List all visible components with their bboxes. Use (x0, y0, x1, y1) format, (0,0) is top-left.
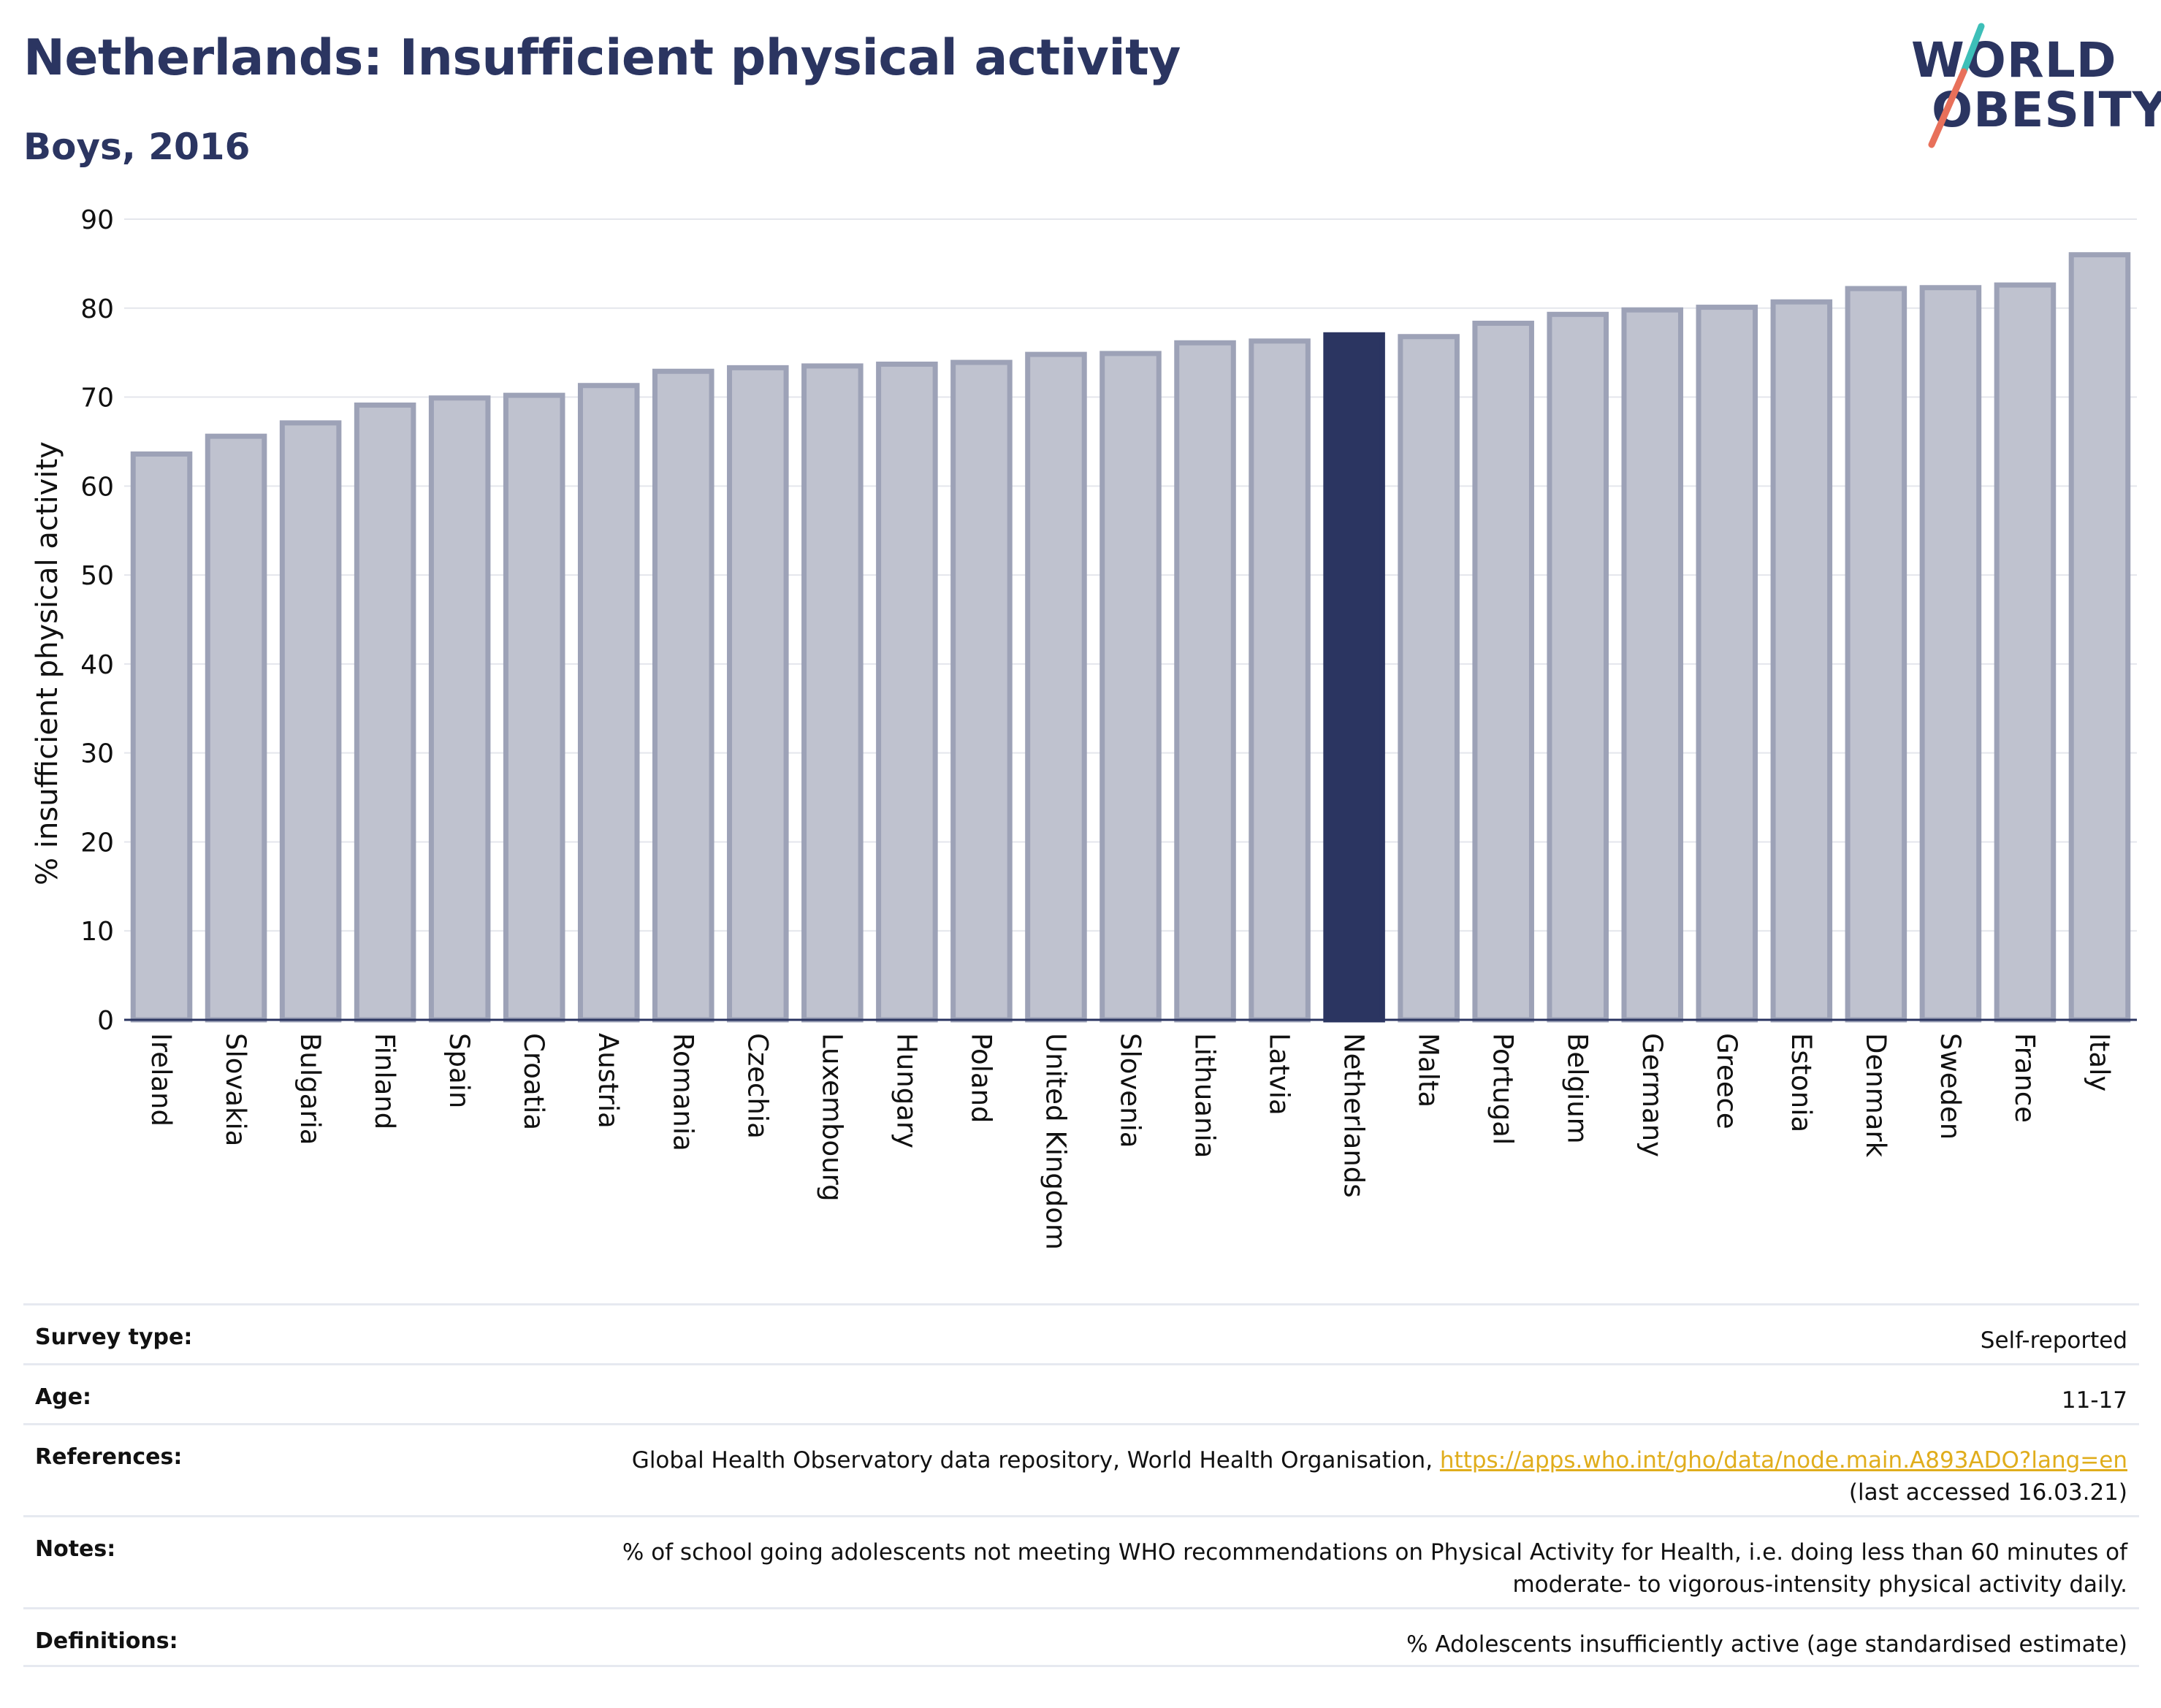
age-value: 11-17 (2061, 1387, 2127, 1414)
x-tick-label: Slovenia (1115, 1033, 1146, 1148)
bar-bulgaria (279, 420, 342, 1023)
bar-netherlands (1323, 332, 1385, 1023)
bar-denmark (1845, 286, 1907, 1023)
survey-type-label: Survey type: (35, 1324, 193, 1350)
references-value: Global Health Observatory data repositor… (632, 1444, 2127, 1509)
bar-ireland (130, 451, 193, 1023)
y-tick-label: 90 (80, 205, 114, 235)
x-tick-label: Sweden (1935, 1033, 1966, 1140)
x-tick-label: Finland (369, 1033, 400, 1129)
definitions-label: Definitions: (35, 1628, 178, 1654)
x-tick-label: Ireland (145, 1033, 177, 1126)
x-tick-label: Bulgaria (294, 1033, 326, 1145)
x-tick-label: Latvia (1264, 1033, 1295, 1116)
bar-croatia (503, 392, 565, 1023)
x-tick-label: Netherlands (1338, 1033, 1370, 1198)
bar-lithuania (1174, 340, 1236, 1023)
y-tick-label: 10 (80, 917, 114, 947)
bar-estonia (1770, 299, 1833, 1023)
notes-value: % of school going adolescents not meetin… (622, 1536, 2127, 1601)
info-row-notes: Notes: % of school going adolescents not… (23, 1515, 2139, 1607)
logo-text-world: WORLD (1911, 32, 2117, 88)
bar-greece (1696, 305, 1758, 1023)
y-tick-label: 70 (80, 384, 114, 413)
page-subtitle: Boys, 2016 (23, 126, 251, 168)
x-tick-label: Luxembourg (816, 1033, 847, 1202)
x-tick-label: Greece (1711, 1033, 1742, 1129)
y-tick-label: 20 (80, 828, 114, 858)
references-accessed: (last accessed 16.03.21) (1848, 1479, 2127, 1506)
bar-luxembourg (801, 363, 864, 1023)
bar-malta (1398, 334, 1460, 1023)
bar-hungary (876, 361, 938, 1023)
x-tick-label: United Kingdom (1040, 1033, 1071, 1250)
y-tick-label: 40 (80, 650, 114, 680)
info-row-references: References: Global Health Observatory da… (23, 1423, 2139, 1515)
x-tick-label: Lithuania (1189, 1033, 1221, 1158)
x-tick-label: Portugal (1487, 1033, 1519, 1145)
references-link[interactable]: https://apps.who.int/gho/data/node.main.… (1439, 1447, 2127, 1473)
bar-czechia (727, 365, 789, 1023)
references-text: Global Health Observatory data repositor… (631, 1447, 1440, 1473)
logo-slash-icon (1928, 23, 1985, 148)
x-tick-label: Estonia (1785, 1033, 1817, 1132)
y-tick-label: 50 (80, 561, 114, 591)
y-tick-label: 80 (80, 294, 114, 324)
x-tick-label: Hungary (891, 1033, 922, 1148)
bar-finland (354, 403, 416, 1023)
y-tick-label: 0 (97, 1006, 114, 1036)
y-axis-label: % insufficient physical activity (31, 441, 64, 885)
bar-poland (950, 359, 1013, 1023)
bar-united-kingdom (1025, 351, 1087, 1023)
info-row-definitions: Definitions: % Adolescents insufficientl… (23, 1607, 2139, 1667)
x-tick-label: Spain (443, 1033, 475, 1108)
notes-line-1: % of school going adolescents not meetin… (622, 1539, 2127, 1566)
page-title: Netherlands: Insufficient physical activ… (23, 29, 1181, 87)
bars-layer (130, 252, 2131, 1023)
x-tick-label: Poland (965, 1033, 996, 1124)
bar-portugal (1472, 320, 1534, 1023)
bar-romania (652, 368, 714, 1023)
bar-slovakia (205, 433, 267, 1023)
world-obesity-logo: WORLD OBESITY (1892, 20, 2161, 159)
bar-germany (1621, 307, 1684, 1023)
info-row-survey-type: Survey type: Self-reported (23, 1303, 2139, 1363)
info-row-age: Age: 11-17 (23, 1363, 2139, 1423)
definitions-value: % Adolescents insufficiently active (age… (1406, 1631, 2127, 1658)
x-tick-label: Romania (667, 1033, 698, 1151)
references-label: References: (35, 1444, 183, 1470)
bar-latvia (1249, 338, 1311, 1023)
x-tick-label: Croatia (518, 1033, 549, 1130)
survey-type-value: Self-reported (1980, 1327, 2127, 1354)
bar-france (1994, 282, 2057, 1023)
bar-austria (577, 383, 640, 1023)
y-tick-label: 60 (80, 472, 114, 502)
x-tick-label: Slovakia (220, 1033, 251, 1146)
x-tick-label: Austria (592, 1033, 624, 1129)
x-tick-label: Italy (2084, 1033, 2115, 1091)
notes-label: Notes: (35, 1536, 116, 1562)
x-tick-label: Czechia (742, 1033, 773, 1139)
x-tick-label: Germany (1636, 1033, 1668, 1157)
logo-slash-teal (1960, 23, 1985, 75)
info-table: Survey type: Self-reported Age: 11-17 Re… (23, 1303, 2139, 1667)
bar-sweden (1919, 285, 1982, 1023)
bar-chart: 0 10 20 30 40 50 60 70 80 90 Ireland Slovakia Bulgar… (31, 205, 2137, 1250)
age-label: Age: (35, 1384, 92, 1410)
bar-slovenia (1099, 351, 1162, 1023)
y-tick-label: 30 (80, 739, 114, 769)
logo-slash-coral (1928, 68, 1967, 148)
bar-spain (428, 395, 491, 1023)
x-tick-label: Denmark (1860, 1033, 1891, 1158)
bar-belgium (1547, 311, 1609, 1023)
x-tick-label: Malta (1413, 1033, 1444, 1107)
notes-line-2: moderate- to vigorous-intensity physical… (1512, 1571, 2127, 1598)
x-tick-label: Belgium (1562, 1033, 1593, 1144)
axis-layer: 0 10 20 30 40 50 60 70 80 90 Ireland Slovakia Bulgar… (80, 205, 2137, 1250)
x-tick-label: France (2009, 1033, 2040, 1123)
bar-italy (2068, 252, 2131, 1023)
logo-text-obesity: OBESITY (1932, 82, 2161, 138)
